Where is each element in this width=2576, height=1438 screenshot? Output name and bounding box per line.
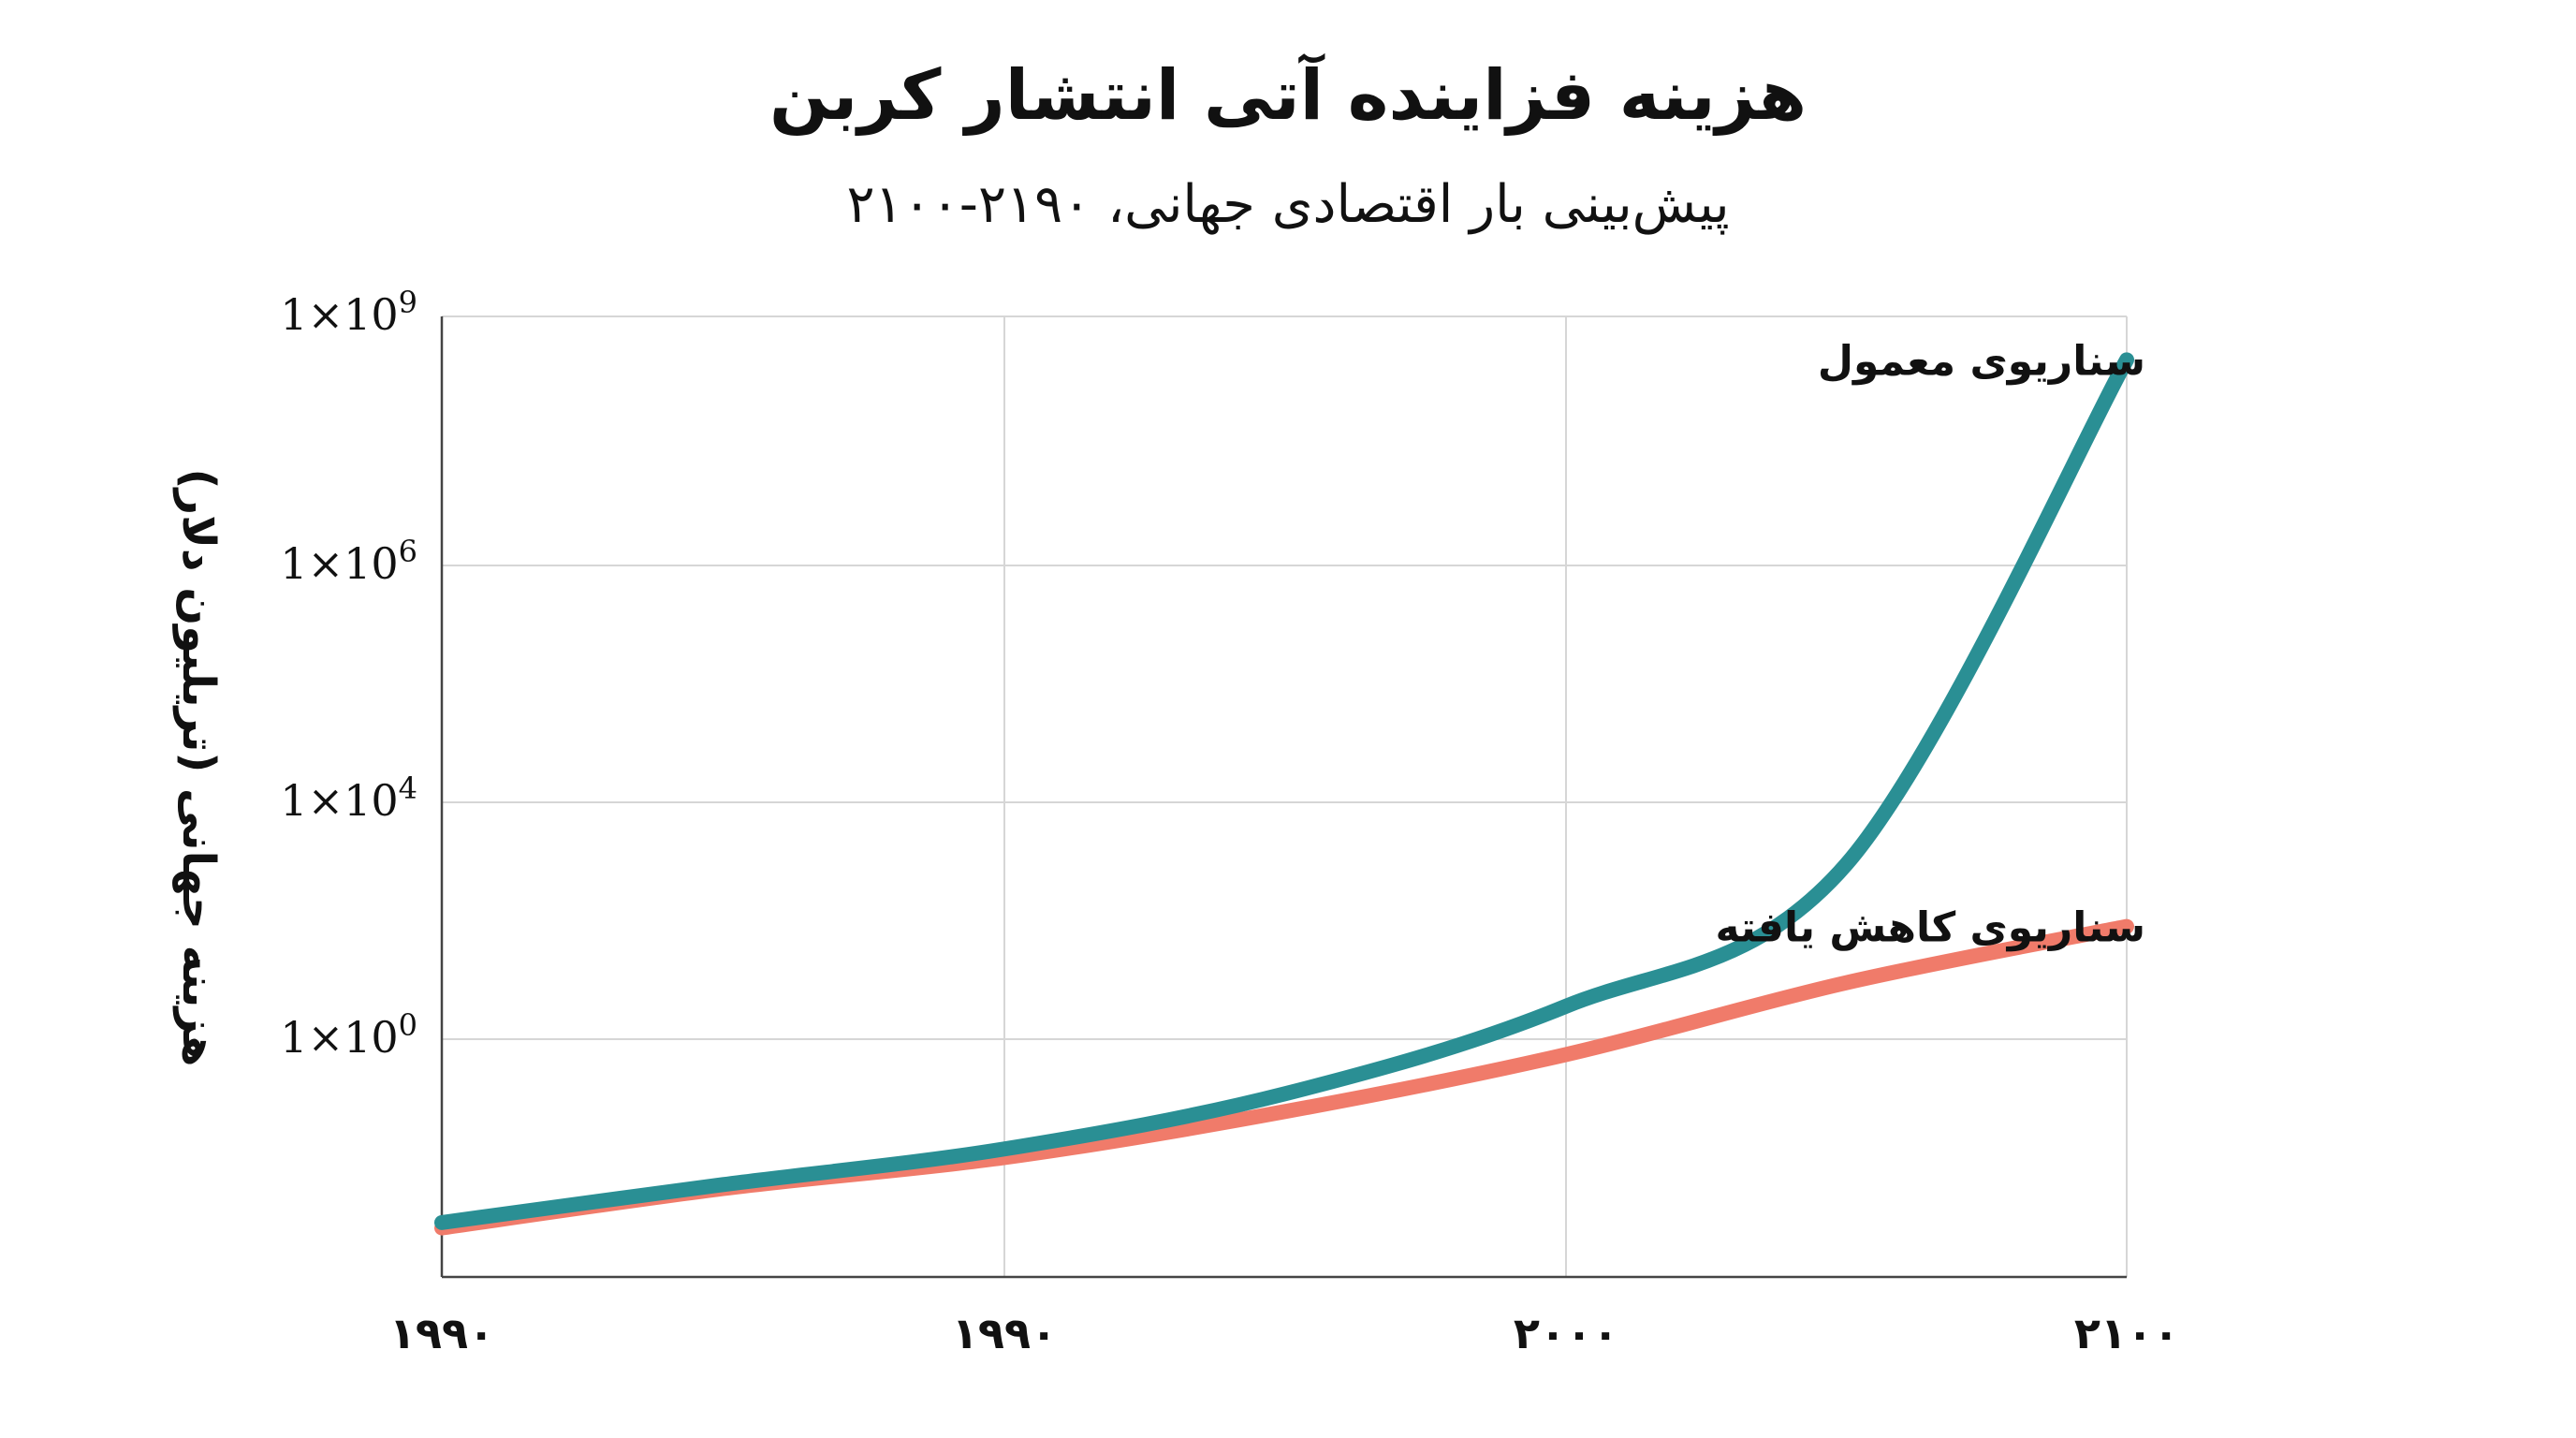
series-label-1: سناریوی کاهش یافته xyxy=(1716,904,2145,952)
x-tick-label: ۲۱۰۰ xyxy=(2074,1308,2179,1358)
x-tick-labels: ۱۹۹۰ ۱۹۹۰ ۲۰۰۰ ۲۱۰۰ xyxy=(389,1308,2179,1358)
series-label-0: سناریوی معمول xyxy=(1818,337,2145,385)
series-lines xyxy=(434,352,2134,1236)
chart-subtitle: پیش‌بینی بار اقتصادی جهانی، ۲۱۹۰-۲۱۰۰ xyxy=(846,174,1730,235)
series-line-0 xyxy=(434,352,2134,1230)
y-tick-label: 1×106 xyxy=(280,534,417,589)
axes xyxy=(440,316,2127,1279)
x-tick-label: ۱۹۹۰ xyxy=(952,1308,1057,1358)
y-tick-label: 1×109 xyxy=(280,285,417,340)
y-axis-label: هزینه جهانی (تریلیون دلار) xyxy=(172,469,225,1067)
series-labels: سناریوی معمول سناریوی کاهش یافته xyxy=(1716,337,2145,951)
x-tick-label: ۲۰۰۰ xyxy=(1514,1308,1618,1358)
y-tick-label: 1×104 xyxy=(280,770,417,826)
chart-title: هزینه فزاینده آتی انتشار کربن xyxy=(768,55,1808,136)
y-tick-labels: 1×100 1×104 1×106 1×109 xyxy=(280,285,417,1063)
grid-lines xyxy=(442,315,2128,1277)
y-tick-label: 1×100 xyxy=(280,1007,417,1063)
x-tick-label: ۱۹۹۰ xyxy=(389,1308,494,1358)
